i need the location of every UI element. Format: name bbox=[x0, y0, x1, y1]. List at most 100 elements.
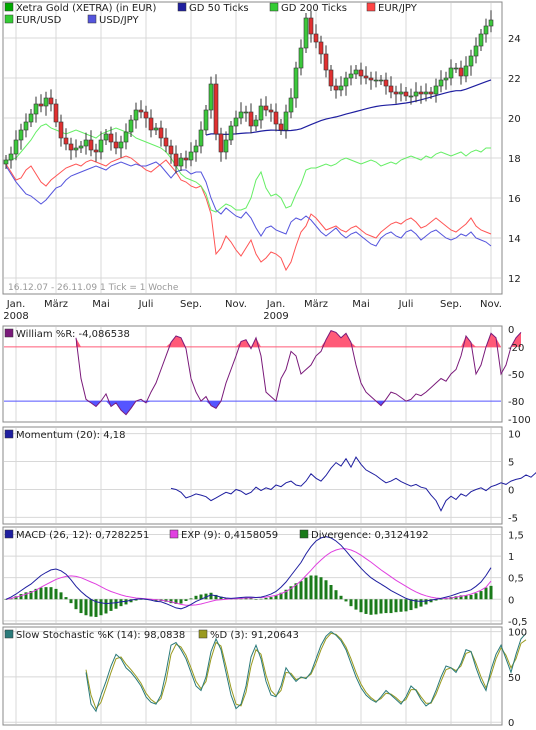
momentum-panel: 10 5 0 -5 Momentum (20): 4,18 bbox=[2, 426, 536, 525]
divergence-bar-23 bbox=[119, 599, 123, 607]
william-fill-top-54 bbox=[346, 333, 351, 347]
candle-body-17 bbox=[88, 139, 94, 151]
divergence-bar-84 bbox=[424, 599, 428, 605]
divergence-bar-83 bbox=[419, 599, 423, 607]
macd-y-tick-2: 0,5 bbox=[508, 574, 524, 585]
main-y-tick-5: 22 bbox=[508, 74, 521, 85]
x-tick-label-9: Juli bbox=[398, 299, 414, 310]
divergence-bar-8 bbox=[44, 587, 48, 600]
exp-swatch bbox=[169, 529, 179, 539]
usdjpy-line bbox=[5, 161, 492, 247]
divergence-bar-15 bbox=[79, 599, 83, 614]
candle-body-32 bbox=[163, 137, 169, 147]
candle-body-59 bbox=[298, 47, 304, 69]
legend-gd200: GD 200 Ticks bbox=[281, 3, 347, 14]
candle-body-68 bbox=[343, 77, 349, 87]
gold-candles bbox=[3, 10, 494, 174]
divergence-bar-2 bbox=[14, 596, 18, 600]
candle-body-28 bbox=[143, 111, 149, 119]
divergence-bar-18 bbox=[94, 599, 98, 617]
divergence-bar-60 bbox=[304, 577, 308, 600]
divergence-bar-9 bbox=[49, 587, 53, 600]
candle-body-88 bbox=[443, 77, 449, 81]
candle-body-25 bbox=[128, 119, 134, 133]
divergence-bars bbox=[4, 575, 493, 617]
divergence-bar-91 bbox=[459, 595, 463, 600]
divergence-bar-82 bbox=[414, 599, 418, 609]
divergence-bar-19 bbox=[99, 599, 103, 616]
divergence-bar-40 bbox=[204, 593, 208, 600]
divergence-bar-21 bbox=[109, 599, 113, 611]
stoch-d-swatch bbox=[198, 629, 208, 639]
candle-body-46 bbox=[233, 117, 239, 127]
william-panel-frame bbox=[2, 325, 503, 423]
candle-body-79 bbox=[398, 91, 404, 95]
divergence-bar-54 bbox=[274, 595, 278, 600]
divergence-bar-63 bbox=[319, 577, 323, 600]
candle-body-91 bbox=[458, 67, 464, 77]
macd-y-tick-3: 0 bbox=[508, 595, 514, 606]
candle-body-27 bbox=[138, 109, 144, 113]
candle-body-95 bbox=[478, 33, 484, 47]
currency-lines bbox=[5, 123, 492, 272]
x-tick-label-4: Sep. bbox=[180, 299, 202, 310]
candle-body-9 bbox=[48, 97, 54, 105]
william-y-tick-0: 0 bbox=[508, 325, 514, 336]
william-swatch bbox=[4, 328, 14, 338]
macd-swatch bbox=[4, 529, 14, 539]
momentum-y-tick-3: -5 bbox=[508, 513, 518, 524]
legend-gd50: GD 50 Ticks bbox=[189, 3, 249, 14]
candle-body-19 bbox=[98, 139, 104, 153]
candle-body-0 bbox=[3, 159, 9, 165]
divergence-label: Divergence: 0,3124192 bbox=[311, 530, 429, 541]
candle-body-86 bbox=[433, 85, 439, 95]
candle-body-94 bbox=[473, 45, 479, 57]
candle-body-69 bbox=[348, 73, 354, 79]
legend-usdjpy: USD/JPY bbox=[99, 15, 139, 26]
candle-body-71 bbox=[358, 69, 364, 77]
stoch-y-tick-0: 100 bbox=[508, 628, 527, 639]
divergence-bar-48 bbox=[244, 598, 248, 600]
william-fill-top-36 bbox=[256, 337, 261, 347]
divergence-bar-59 bbox=[299, 581, 303, 600]
candle-body-66 bbox=[333, 85, 339, 91]
candle-body-74 bbox=[373, 79, 379, 82]
macd-panel-frame bbox=[2, 526, 503, 625]
momentum-y-tick-1: 5 bbox=[508, 458, 514, 469]
divergence-bar-36 bbox=[184, 599, 188, 601]
candle-body-33 bbox=[168, 145, 174, 155]
divergence-bar-50 bbox=[254, 599, 258, 600]
candle-body-89 bbox=[448, 67, 454, 79]
candle-body-72 bbox=[363, 75, 369, 79]
year-label-0: 2008 bbox=[3, 311, 28, 322]
divergence-bar-43 bbox=[219, 596, 223, 600]
divergence-bar-81 bbox=[409, 599, 413, 611]
stoch-d-label: %D (3): 91,20643 bbox=[210, 630, 299, 641]
divergence-bar-57 bbox=[289, 586, 293, 600]
divergence-bar-49 bbox=[249, 598, 253, 600]
main-y-tick-0: 12 bbox=[508, 274, 521, 285]
eurusd-line bbox=[6, 123, 491, 213]
momentum-line bbox=[170, 456, 536, 512]
divergence-bar-38 bbox=[194, 595, 198, 600]
candle-body-45 bbox=[228, 125, 234, 141]
divergence-bar-67 bbox=[339, 595, 343, 600]
divergence-bar-0 bbox=[4, 599, 8, 600]
main-y-tick-1: 14 bbox=[508, 234, 521, 245]
william-fill-top-88 bbox=[516, 332, 521, 347]
divergence-bar-7 bbox=[39, 587, 43, 600]
momentum-label: Momentum (20): 4,18 bbox=[16, 430, 126, 441]
candle-body-77 bbox=[388, 85, 394, 93]
divergence-bar-65 bbox=[329, 585, 333, 600]
year-label-1: 2009 bbox=[263, 311, 288, 322]
divergence-bar-33 bbox=[169, 599, 173, 604]
legend-swatch-usdjpy bbox=[87, 14, 97, 24]
x-tick-label-1: März bbox=[44, 299, 68, 310]
candle-body-80 bbox=[403, 91, 409, 97]
william-y-tick-2: -50 bbox=[508, 370, 524, 381]
william-fill-top-50 bbox=[326, 330, 331, 347]
candle-body-75 bbox=[378, 79, 384, 82]
x-tick-label-8: Mai bbox=[352, 299, 370, 310]
stoch-k-polyline bbox=[85, 630, 527, 713]
candle-body-1 bbox=[8, 153, 14, 161]
